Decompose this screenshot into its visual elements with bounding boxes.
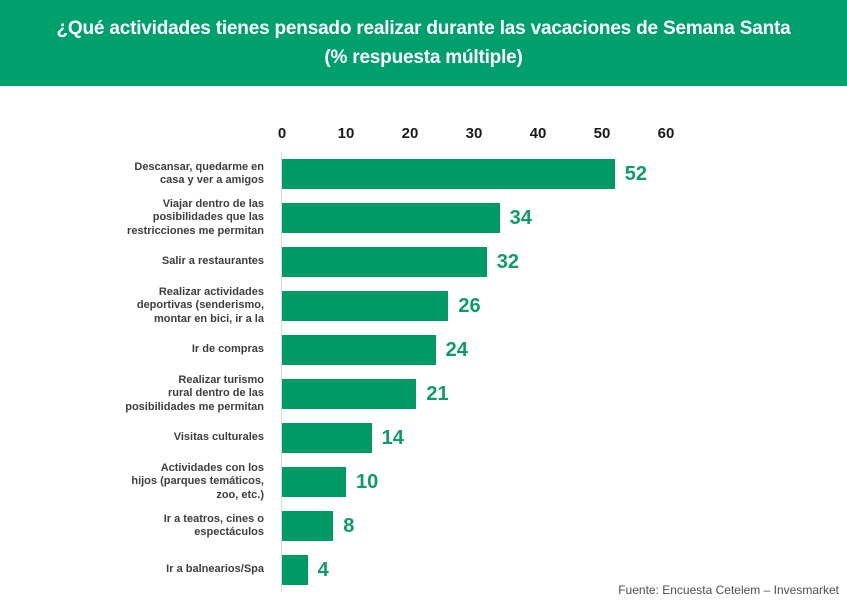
category-label: Ir a teatros, cines o espectáculos — [163, 512, 264, 539]
x-axis-ticks: 0 10 20 30 40 50 60 — [278, 86, 847, 152]
bar-row: Salir a restaurantes 32 — [0, 240, 847, 284]
bar-rows: Descansar, quedarme en casa y ver a amig… — [0, 152, 847, 592]
value-label: 21 — [426, 382, 449, 405]
bar — [282, 379, 417, 409]
x-axis-tick: 30 — [465, 125, 483, 142]
bar-row: Visitas culturales 14 — [0, 416, 847, 460]
x-axis-tick: 20 — [401, 125, 419, 142]
bar — [282, 335, 436, 365]
value-label: 24 — [445, 338, 468, 361]
source-note: Fuente: Encuesta Cetelem – Invesmarket — [618, 583, 839, 597]
y-axis-line — [281, 152, 282, 592]
bar-cell: 10 — [282, 460, 847, 504]
category-label: Visitas culturales — [173, 431, 264, 444]
value-label: 14 — [381, 426, 404, 449]
bar-chart: 0 10 20 30 40 50 60 Descansar, quedarme en cas… — [0, 86, 847, 592]
bar — [282, 555, 308, 585]
bar — [282, 291, 449, 321]
bar-cell: 4 — [282, 548, 847, 592]
bar-cell: 34 — [282, 196, 847, 240]
bar-cell: 32 — [282, 240, 847, 284]
x-axis-tick: 40 — [529, 125, 547, 142]
bar — [282, 467, 346, 497]
bar-row: Ir de compras 24 — [0, 328, 847, 372]
bar-row: Actividades con los hijos (parques temát… — [0, 460, 847, 504]
bar-row: Descansar, quedarme en casa y ver a amig… — [0, 152, 847, 196]
category-label: Salir a restaurantes — [161, 255, 264, 268]
chart-title: ¿Qué actividades tienes pensado realizar… — [56, 18, 791, 68]
value-label: 52 — [624, 162, 648, 185]
bar — [282, 423, 372, 453]
bar — [282, 247, 487, 277]
bar-cell: 24 — [282, 328, 847, 372]
value-label: 32 — [496, 250, 520, 273]
header-banner: ¿Qué actividades tienes pensado realizar… — [0, 0, 847, 86]
bar-row: Viajar dentro de las posibilidades que l… — [0, 196, 847, 240]
value-label: 10 — [356, 470, 379, 493]
bar-cell: 52 — [282, 152, 847, 196]
category-label: Descansar, quedarme en casa y ver a amig… — [134, 160, 264, 187]
bar-row: Ir a balnearios/Spa 4 — [0, 548, 847, 592]
bar-row: Realizar turismo rural dentro de las pos… — [0, 372, 847, 416]
bar-cell: 26 — [282, 284, 847, 328]
category-label: Realizar actividades deportivas (senderi… — [136, 285, 264, 325]
bar-row: Ir a teatros, cines o espectáculos 8 — [0, 504, 847, 548]
category-label: Ir a balnearios/Spa — [166, 563, 264, 576]
value-label: 8 — [343, 514, 355, 537]
bar — [282, 203, 500, 233]
category-label: Actividades con los hijos (parques temát… — [131, 461, 264, 501]
bar-cell: 8 — [282, 504, 847, 548]
x-axis-tick: 0 — [277, 125, 287, 142]
x-axis-tick: 10 — [337, 125, 355, 142]
x-axis-tick: 60 — [657, 125, 675, 142]
value-label: 26 — [458, 294, 481, 317]
category-label: Viajar dentro de las posibilidades que l… — [127, 197, 264, 237]
value-label: 4 — [317, 558, 329, 581]
value-label: 34 — [509, 206, 532, 229]
bar — [282, 159, 615, 189]
bar-cell: 21 — [282, 372, 847, 416]
bar-row: Realizar actividades deportivas (senderi… — [0, 284, 847, 328]
x-axis-tick: 50 — [593, 125, 611, 142]
bar — [282, 511, 334, 541]
category-label: Ir de compras — [191, 343, 264, 356]
bar-cell: 14 — [282, 416, 847, 460]
category-label: Realizar turismo rural dentro de las pos… — [125, 373, 264, 413]
